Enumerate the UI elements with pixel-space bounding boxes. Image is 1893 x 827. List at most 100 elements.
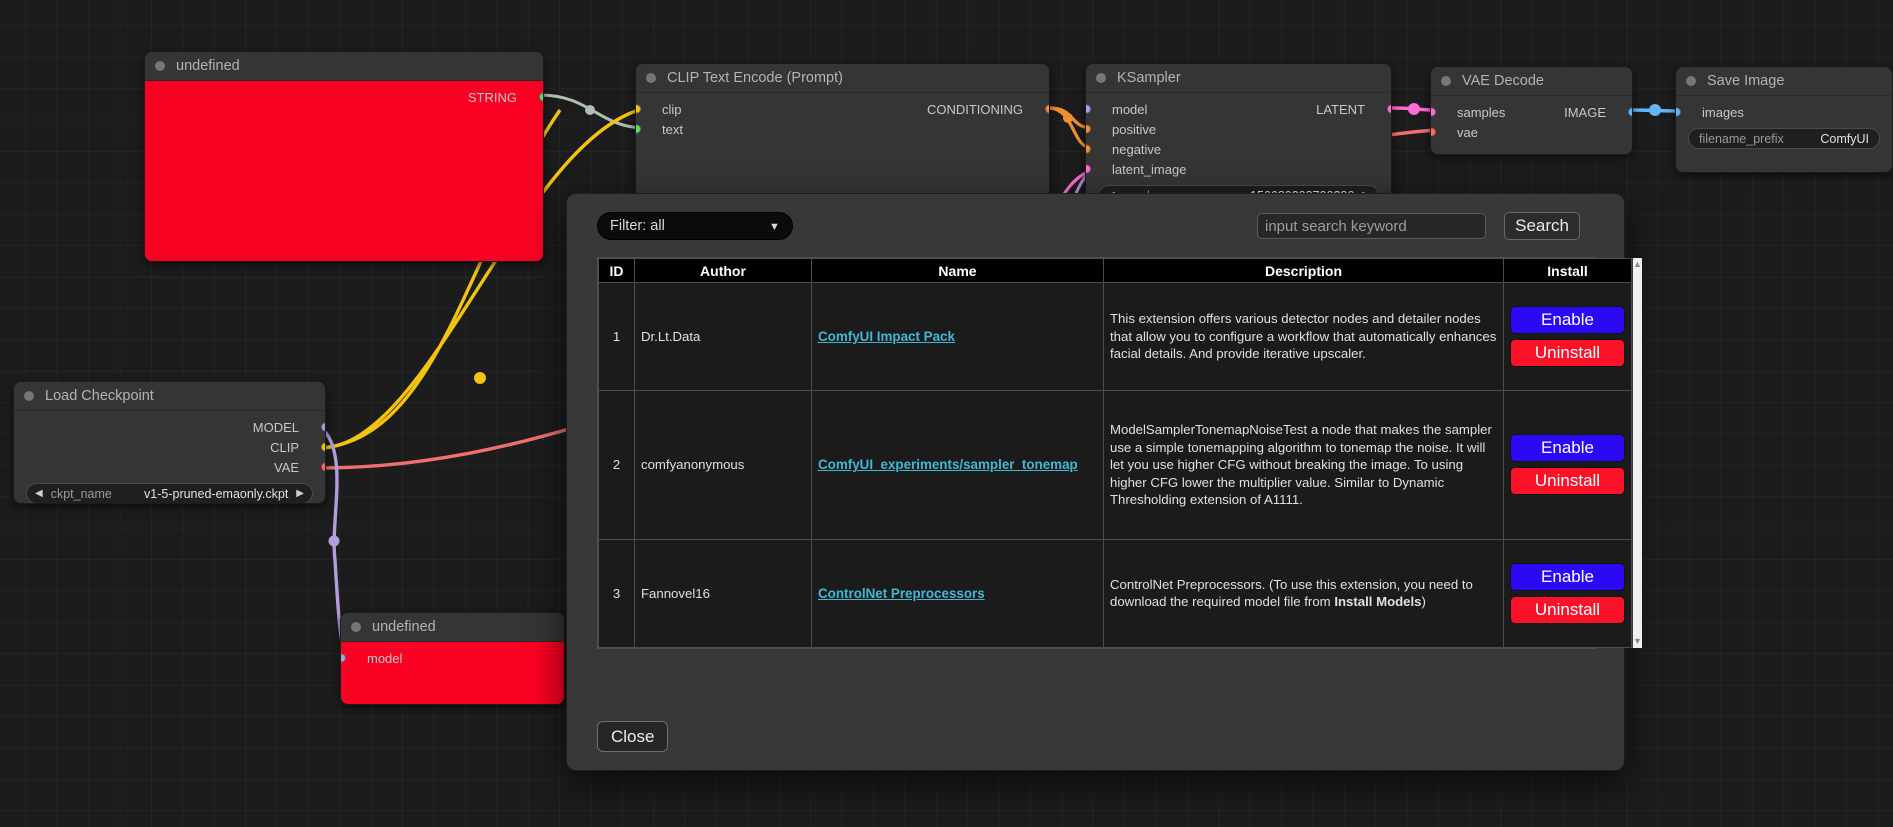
cell-id: 1 [598,281,635,392]
output-slot-pip-icon[interactable] [1386,104,1391,114]
custom-nodes-table: ID Author Name Description Install 1 Dr.… [598,258,1632,649]
input-slot-pip-icon[interactable] [636,124,641,134]
table-row: 1 Dr.Lt.Data ComfyUI Impact Pack This ex… [598,281,1632,392]
node-undefined-string[interactable]: undefined STRING [144,51,544,262]
input-slot-label: images [1702,104,1744,120]
extension-link[interactable]: ControlNet Preprocessors [818,585,985,601]
node-undefined-model[interactable]: undefined model [340,612,565,705]
input-slot-pip-icon[interactable] [1086,104,1091,114]
node-title-text: KSampler [1117,70,1181,86]
node-title-bar[interactable]: Load Checkpoint [14,382,325,411]
node-input-slot-vae[interactable]: vae [1431,122,1632,142]
output-slot-label: CONDITIONING [926,101,1023,117]
node-collapse-icon[interactable] [24,391,34,401]
widget-value[interactable]: ComfyUI [1820,131,1869,146]
table-scrollbar[interactable]: ▲ ▼ [1632,258,1642,648]
node-collapse-icon[interactable] [646,73,656,83]
node-output-slot-vae[interactable]: VAE [14,457,325,477]
output-slot-label: VAE [273,459,299,475]
extension-link[interactable]: ComfyUI_experiments/sampler_tonemap [818,457,1078,473]
node-input-slot-positive[interactable]: positive [1086,119,1391,139]
node-title-text: VAE Decode [1462,73,1544,89]
node-title-bar[interactable]: undefined [145,52,543,81]
close-button[interactable]: Close [597,721,669,752]
node-output-slot-clip[interactable]: CLIP [14,437,325,457]
search-button[interactable]: Search [1504,212,1580,240]
input-slot-pip-icon[interactable] [1086,164,1091,174]
search-input[interactable] [1257,213,1486,239]
filter-select[interactable]: Filter: allFilter: installedFilter: not … [597,212,793,240]
input-slot-pip-icon[interactable] [636,104,641,114]
node-title-bar[interactable]: Save Image [1676,67,1892,96]
node-vae-decode[interactable]: VAE Decode samples IMAGE vae [1430,66,1633,155]
enable-button[interactable]: Enable [1510,434,1625,463]
input-slot-label: positive [1112,121,1157,137]
output-slot-pip-icon[interactable] [320,462,325,472]
output-slot-label: IMAGE [1564,104,1606,120]
node-title-bar[interactable]: undefined [341,613,564,642]
table-row: 3 Fannovel16 ControlNet Preprocessors Co… [598,538,1632,649]
description-text-pre: ControlNet Preprocessors. (To use this e… [1110,576,1473,610]
uninstall-button[interactable]: Uninstall [1510,467,1625,496]
custom-nodes-manager-dialog: Filter: allFilter: installedFilter: not … [566,193,1642,771]
node-load-checkpoint[interactable]: Load Checkpoint MODEL CLIP VAE ◀ ckpt_na… [13,381,326,504]
scroll-up-icon[interactable]: ▲ [1633,259,1642,269]
scroll-down-icon[interactable]: ▼ [1633,636,1642,646]
uninstall-button[interactable]: Uninstall [1510,339,1625,368]
uninstall-button[interactable]: Uninstall [1510,595,1625,624]
enable-button[interactable]: Enable [1510,306,1625,335]
widget-ckpt-name[interactable]: ◀ ckpt_name v1-5-pruned-emaonly.ckpt ▶ [26,483,313,503]
node-collapse-icon[interactable] [351,622,361,632]
widget-increment-icon[interactable]: ▶ [296,488,304,499]
node-input-slot-latent-image[interactable]: latent_image [1086,159,1391,179]
node-input-slot-negative[interactable]: negative [1086,139,1391,159]
output-slot-label: MODEL [252,419,299,435]
input-slot-label: negative [1112,141,1162,157]
node-input-slot-model[interactable]: model LATENT [1086,99,1391,119]
column-header-id: ID [598,258,635,283]
input-slot-label: vae [1457,124,1478,140]
input-slot-pip-icon[interactable] [1676,107,1681,117]
input-slot-pip-icon[interactable] [1086,124,1091,134]
node-save-image[interactable]: Save Image images filename_prefix ComfyU… [1675,66,1893,173]
node-input-slot-text[interactable]: text [636,119,1049,139]
node-collapse-icon[interactable] [1441,76,1451,86]
extension-link[interactable]: ComfyUI Impact Pack [818,329,955,345]
node-clip-text-encode[interactable]: CLIP Text Encode (Prompt) clip CONDITION… [635,63,1050,209]
node-input-slot-images[interactable]: images [1676,102,1892,122]
node-ksampler[interactable]: KSampler model LATENT positive negative … [1085,63,1392,214]
node-title-text: Save Image [1707,73,1785,89]
output-slot-pip-icon[interactable] [320,442,325,452]
output-slot-pip-icon[interactable] [320,422,325,432]
node-input-slot-model[interactable]: model [341,648,564,668]
node-output-slot[interactable]: STRING [145,87,543,107]
enable-button[interactable]: Enable [1510,562,1625,591]
input-slot-pip-icon[interactable] [1086,144,1091,154]
node-title-bar[interactable]: CLIP Text Encode (Prompt) [636,64,1049,93]
node-collapse-icon[interactable] [1686,76,1696,86]
output-slot-label: STRING [467,89,517,105]
input-slot-label: latent_image [1112,161,1187,177]
node-collapse-icon[interactable] [155,61,165,71]
column-header-description: Description [1103,258,1504,283]
input-slot-pip-icon[interactable] [1431,107,1436,117]
output-slot-pip-icon[interactable] [1627,107,1632,117]
output-slot-pip-icon[interactable] [538,92,543,102]
input-slot-label: model [367,650,403,666]
node-title-bar[interactable]: VAE Decode [1431,67,1632,96]
table-header-row: ID Author Name Description Install [598,258,1632,283]
output-slot-pip-icon[interactable] [1044,104,1049,114]
input-slot-pip-icon[interactable] [341,653,346,663]
node-input-slot-clip[interactable]: clip CONDITIONING [636,99,1049,119]
node-input-slot-samples[interactable]: samples IMAGE [1431,102,1632,122]
node-body: images filename_prefix ComfyUI [1676,96,1892,172]
node-body: MODEL CLIP VAE ◀ ckpt_name v1-5-pruned-e… [14,411,325,503]
widget-filename-prefix[interactable]: filename_prefix ComfyUI [1688,128,1880,149]
widget-decrement-icon[interactable]: ◀ [35,488,43,499]
input-slot-pip-icon[interactable] [1431,127,1436,137]
node-title-bar[interactable]: KSampler [1086,64,1391,93]
widget-value[interactable]: v1-5-pruned-emaonly.ckpt [144,486,289,501]
node-output-slot-model[interactable]: MODEL [14,417,325,437]
node-collapse-icon[interactable] [1096,73,1106,83]
